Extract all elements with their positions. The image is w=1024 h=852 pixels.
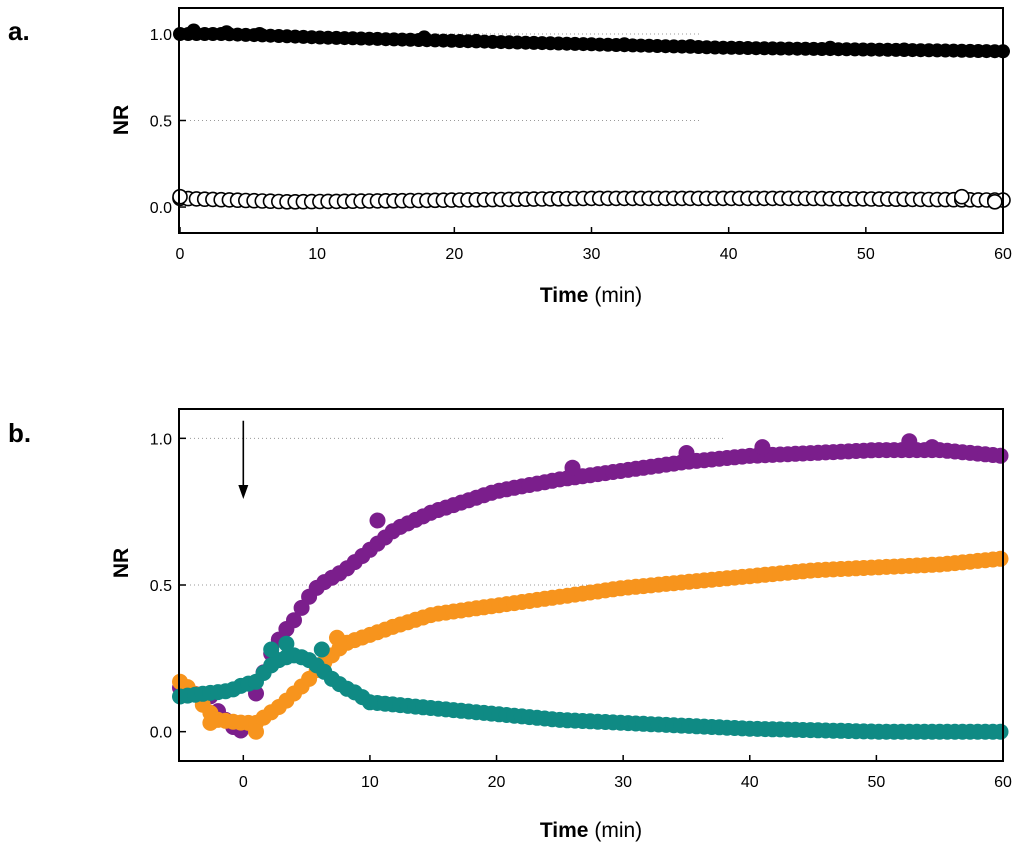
- panel-b-y-ticks: 0.0 0.5 1.0: [150, 431, 186, 742]
- panel-b-data-points: [172, 433, 1009, 740]
- panel-b-label: b.: [8, 418, 31, 448]
- data-point-purple: [754, 439, 771, 456]
- panel-b: b. NR 0 10 20 30 40 50 60 0.0 0.5 1.0 Time (min): [8, 408, 1012, 842]
- panel-a-x-axis-title: Time (min): [540, 284, 642, 307]
- y-tick-label: 1.0: [150, 27, 172, 44]
- arrow-down-icon: [238, 485, 249, 499]
- data-point-filled: [617, 37, 632, 52]
- data-point-purple: [293, 599, 310, 616]
- data-point-filled: [469, 33, 484, 48]
- data-point-purple: [369, 512, 386, 529]
- series-orange: [172, 550, 1009, 740]
- panel-a-x-axis-unit: (min): [594, 284, 642, 307]
- panel-a-x-axis-label: Time: [540, 284, 589, 307]
- panel-b-y-axis-label: NR: [110, 548, 133, 578]
- panel-b-x-axis-title: Time (min): [540, 819, 642, 842]
- data-point-orange: [202, 714, 219, 731]
- y-tick-label: 0.0: [150, 200, 172, 217]
- data-point-filled: [186, 23, 201, 38]
- x-tick-label: 50: [867, 774, 885, 791]
- x-tick-label: 60: [994, 774, 1012, 791]
- series-filled: [173, 23, 1010, 59]
- data-point-teal: [313, 641, 330, 658]
- data-point-teal: [263, 641, 280, 658]
- data-point-purple: [901, 433, 918, 450]
- x-tick-label: 30: [614, 774, 632, 791]
- y-tick-label: 0.5: [150, 114, 172, 131]
- panel-b-annotation: [238, 420, 249, 499]
- data-point-open: [986, 194, 1003, 210]
- panel-b-plot-frame: [178, 408, 1004, 762]
- series-open: [172, 188, 1011, 210]
- x-tick-label: 0: [176, 246, 185, 263]
- data-point-purple: [992, 447, 1009, 464]
- panel-a-data-points: [172, 23, 1011, 210]
- x-tick-label: 40: [720, 246, 738, 263]
- data-point-purple: [678, 445, 695, 461]
- panel-b-x-ticks: 0 10 20 30 40 50 60: [239, 755, 1012, 791]
- data-point-purple: [924, 439, 941, 456]
- x-tick-label: 0: [239, 774, 248, 791]
- y-tick-label: 1.0: [150, 431, 172, 448]
- x-tick-label: 20: [445, 246, 463, 263]
- y-tick-label: 0.0: [150, 725, 172, 742]
- x-tick-label: 30: [583, 246, 601, 263]
- data-point-filled: [823, 40, 838, 55]
- data-point-purple: [564, 459, 581, 476]
- data-point-orange: [329, 629, 345, 646]
- x-tick-label: 40: [741, 774, 759, 791]
- data-point-filled: [897, 42, 912, 57]
- x-tick-label: 20: [488, 774, 506, 791]
- data-point-teal: [992, 723, 1009, 740]
- panel-a-y-axis-label: NR: [110, 105, 133, 135]
- y-tick-label: 0.5: [150, 578, 172, 595]
- panel-a-y-ticks: 0.0 0.5 1.0: [150, 27, 186, 217]
- series-teal: [172, 635, 1009, 740]
- data-point-filled: [683, 39, 698, 54]
- panel-b-x-axis-label: Time: [540, 819, 589, 842]
- data-point-purple: [286, 612, 302, 629]
- data-point-filled: [417, 30, 432, 45]
- data-point-orange: [992, 550, 1009, 567]
- x-tick-label: 10: [361, 774, 379, 791]
- data-point-open: [953, 188, 970, 205]
- x-tick-label: 60: [994, 246, 1012, 263]
- panel-a-label: a.: [8, 16, 30, 46]
- panel-a: a. NR 0 10 20 30 40 50 60 0.0 0.5 1.0 Time (min): [8, 7, 1012, 307]
- data-point-filled: [219, 25, 234, 40]
- panel-a-x-ticks: 0 10 20 30 40 50 60: [176, 227, 1012, 263]
- x-tick-label: 10: [308, 246, 326, 263]
- data-point-filled: [252, 27, 267, 41]
- data-point-teal: [278, 635, 295, 652]
- panel-b-x-axis-unit: (min): [594, 819, 642, 842]
- x-tick-label: 50: [857, 246, 875, 263]
- data-point-orange: [248, 723, 264, 740]
